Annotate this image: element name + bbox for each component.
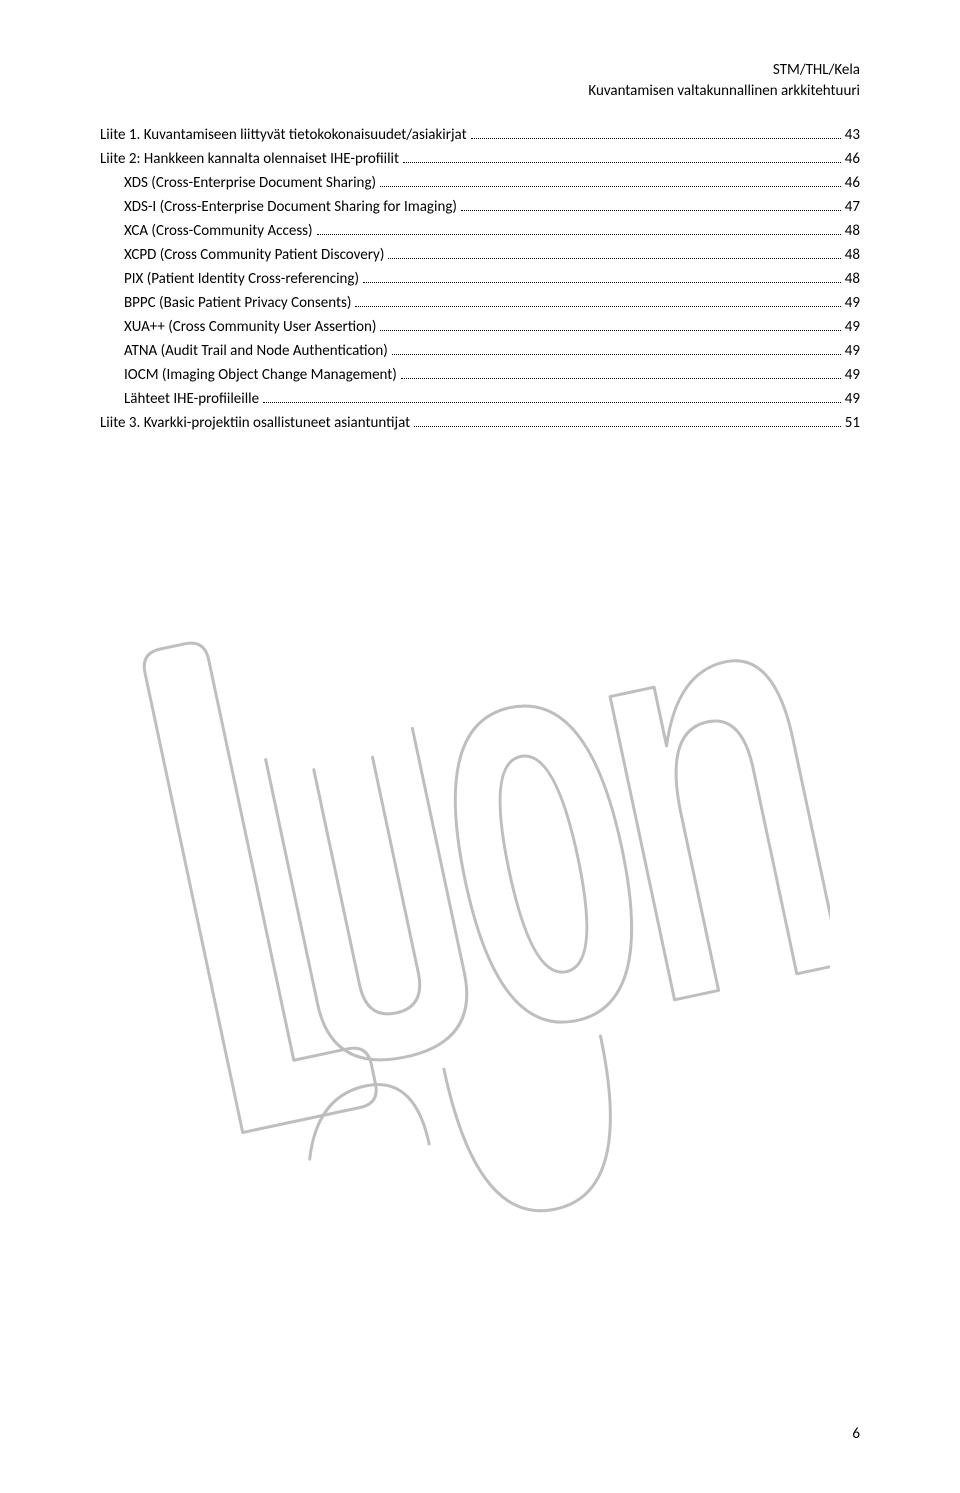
toc-leader-dots bbox=[363, 282, 841, 283]
toc-page-number: 49 bbox=[845, 318, 860, 336]
toc-label: XDS (Cross-Enterprise Document Sharing) bbox=[124, 174, 376, 192]
toc-page-number: 49 bbox=[845, 294, 860, 312]
toc-label: XUA++ (Cross Community User Assertion) bbox=[124, 318, 376, 336]
toc-page-number: 51 bbox=[845, 414, 860, 432]
toc-page-number: 49 bbox=[845, 342, 860, 360]
toc-page-number: 46 bbox=[845, 150, 860, 168]
toc-leader-dots bbox=[388, 258, 840, 259]
toc-leader-dots bbox=[461, 210, 841, 211]
toc-entry: ATNA (Audit Trail and Node Authenticatio… bbox=[100, 342, 860, 360]
toc-page-number: 43 bbox=[845, 126, 860, 144]
toc-entry: Liite 3. Kvarkki-projektiin osallistunee… bbox=[100, 414, 860, 432]
toc-entry: PIX (Patient Identity Cross-referencing)… bbox=[100, 270, 860, 288]
toc-label: Liite 1. Kuvantamiseen liittyvät tietoko… bbox=[100, 126, 467, 144]
toc-entry: XUA++ (Cross Community User Assertion) 49 bbox=[100, 318, 860, 336]
toc-page-number: 49 bbox=[845, 366, 860, 384]
toc-leader-dots bbox=[380, 186, 841, 187]
toc-page-number: 49 bbox=[845, 390, 860, 408]
toc-label: XCA (Cross-Community Access) bbox=[124, 222, 313, 240]
toc-page-number: 47 bbox=[845, 198, 860, 216]
toc-leader-dots bbox=[401, 378, 841, 379]
toc-entry: Lähteet IHE-profiileille 49 bbox=[100, 390, 860, 408]
toc-leader-dots bbox=[380, 330, 840, 331]
toc-leader-dots bbox=[403, 162, 841, 163]
toc-label: Liite 3. Kvarkki-projektiin osallistunee… bbox=[100, 414, 410, 432]
toc-label: IOCM (Imaging Object Change Management) bbox=[124, 366, 397, 384]
header-line-1: STM/THL/Kela bbox=[100, 60, 860, 81]
toc-label: Liite 2: Hankkeen kannalta olennaiset IH… bbox=[100, 150, 399, 168]
toc-entry: BPPC (Basic Patient Privacy Consents) 49 bbox=[100, 294, 860, 312]
toc-label: XCPD (Cross Community Patient Discovery) bbox=[124, 246, 384, 264]
toc-label: BPPC (Basic Patient Privacy Consents) bbox=[124, 294, 351, 312]
toc-label: Lähteet IHE-profiileille bbox=[124, 390, 259, 408]
document-header: STM/THL/Kela Kuvantamisen valtakunnallin… bbox=[100, 60, 860, 102]
toc-entry: XCA (Cross-Community Access) 48 bbox=[100, 222, 860, 240]
toc-leader-dots bbox=[471, 138, 841, 139]
toc-leader-dots bbox=[317, 234, 841, 235]
toc-entry: IOCM (Imaging Object Change Management) 4… bbox=[100, 366, 860, 384]
toc-label: PIX (Patient Identity Cross-referencing) bbox=[124, 270, 359, 288]
toc-label: XDS-I (Cross-Enterprise Document Sharing… bbox=[124, 198, 457, 216]
toc-entry: Liite 2: Hankkeen kannalta olennaiset IH… bbox=[100, 150, 860, 168]
header-line-2: Kuvantamisen valtakunnallinen arkkitehtu… bbox=[100, 81, 860, 102]
toc-entry: Liite 1. Kuvantamiseen liittyvät tietoko… bbox=[100, 126, 860, 144]
toc-entry: XCPD (Cross Community Patient Discovery)… bbox=[100, 246, 860, 264]
toc-leader-dots bbox=[355, 306, 840, 307]
document-page: STM/THL/Kela Kuvantamisen valtakunnallin… bbox=[0, 0, 960, 498]
toc-page-number: 46 bbox=[845, 174, 860, 192]
toc-page-number: 48 bbox=[845, 246, 860, 264]
toc-page-number: 48 bbox=[845, 270, 860, 288]
toc-leader-dots bbox=[414, 426, 841, 427]
toc-entry: XDS-I (Cross-Enterprise Document Sharing… bbox=[100, 198, 860, 216]
toc-leader-dots bbox=[392, 354, 841, 355]
table-of-contents: Liite 1. Kuvantamiseen liittyvät tietoko… bbox=[100, 126, 860, 432]
toc-leader-dots bbox=[263, 402, 841, 403]
toc-label: ATNA (Audit Trail and Node Authenticatio… bbox=[124, 342, 388, 360]
toc-page-number: 48 bbox=[845, 222, 860, 240]
toc-entry: XDS (Cross-Enterprise Document Sharing) 4… bbox=[100, 174, 860, 192]
page-number: 6 bbox=[852, 1425, 860, 1443]
